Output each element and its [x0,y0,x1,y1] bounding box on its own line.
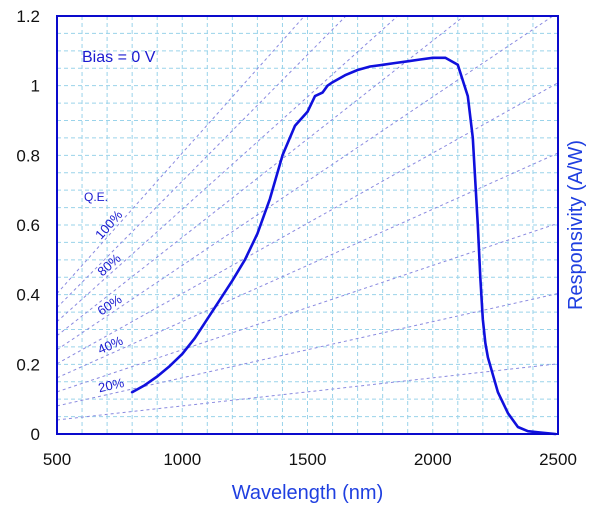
qe-line [57,16,554,351]
y-tick-label: 0.4 [16,286,40,305]
y-tick-label: 1.2 [16,7,40,26]
x-tick-label: 2000 [414,450,452,469]
x-tick-label: 1500 [289,450,327,469]
plot-frame [56,15,559,435]
qe-labels: 20%40%60%80%100% [92,207,126,395]
qe-line [57,16,399,322]
responsivity-curve [130,56,557,436]
qe-line [57,16,465,337]
y-tick-labels: 0 0.2 0.4 0.6 0.8 1 1.2 [16,7,40,444]
x-tick-label: 1000 [163,450,201,469]
y-tick-label: 0.2 [16,355,40,374]
qe-line [57,152,558,379]
qe-line [57,363,558,421]
qe-line [57,16,347,308]
grid [57,16,558,434]
qe-label: 60% [95,291,125,318]
x-axis-label: Wavelength (nm) [232,482,384,504]
y-tick-label: 0.8 [16,146,40,165]
series-layer [130,56,557,436]
y-tick-label: 0 [31,425,40,444]
qe-label: 20% [97,375,126,395]
y-axis-label: Responsivity (A/W) [565,140,587,310]
bias-annotation: Bias = 0 V [82,49,156,66]
qe-label: 40% [95,333,125,358]
qe-title: Q.E. [84,190,108,204]
y-tick-label: 0.6 [16,216,40,235]
qe-line [57,222,558,393]
x-tick-labels: 500 1000 1500 2000 2500 [43,450,577,469]
x-tick-label: 2500 [539,450,577,469]
y-tick-label: 1 [31,77,40,96]
qe-label: 80% [94,250,124,279]
x-tick-label: 500 [43,450,71,469]
